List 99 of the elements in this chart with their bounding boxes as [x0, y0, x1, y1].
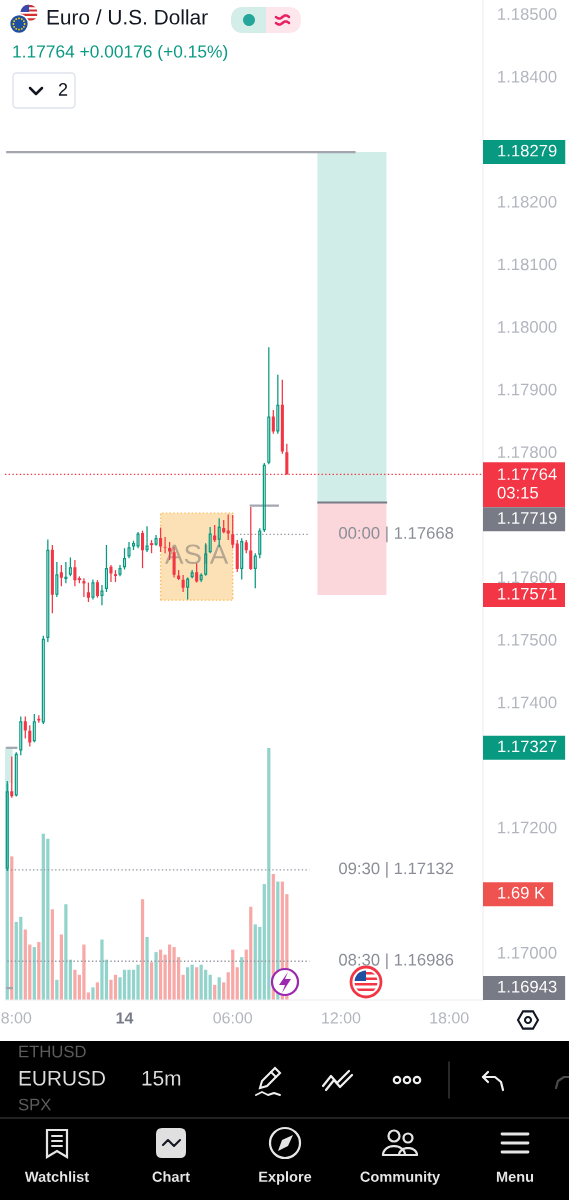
- text: SPX: [18, 1098, 51, 1111]
- text: 1.16943: [498, 980, 557, 993]
- bar: [50, 909, 54, 1000]
- bar: [32, 947, 36, 1000]
- y-tick-label: 1.17200: [498, 821, 557, 834]
- bar: [127, 969, 131, 1000]
- y-tick-label: 1.17800: [498, 446, 557, 459]
- candlestick: [145, 525, 149, 553]
- bar: [91, 987, 95, 1000]
- bar: [240, 957, 244, 1000]
- y-tick-label: 1.18100: [498, 258, 557, 271]
- candlestick: [118, 564, 122, 577]
- bar: [64, 904, 68, 1000]
- text: 1.18279: [498, 144, 557, 157]
- candlestick: [100, 584, 104, 606]
- text: Menu: [496, 1171, 534, 1182]
- bar: [109, 979, 113, 1000]
- text: Watchlist: [24, 1171, 89, 1182]
- bar: [19, 916, 23, 1000]
- y-tick-label: 1.18500: [498, 8, 557, 20]
- bar: [100, 939, 104, 1000]
- candlestick: [104, 544, 109, 593]
- bar: [59, 934, 63, 1000]
- candlestick: [163, 536, 167, 554]
- y-tick-label: 1.17600: [498, 571, 557, 584]
- x-tick-label: 12:00: [322, 1012, 361, 1024]
- candlestick: [109, 564, 113, 583]
- x-tick-label: 18:00: [430, 1012, 469, 1024]
- text: Explore: [259, 1171, 312, 1185]
- x-tick-label: 14: [116, 1012, 134, 1024]
- y-tick-label: 1.18200: [498, 195, 557, 208]
- candlestick: [271, 409, 275, 435]
- ref-line-label: 1.17764 03:15: [497, 468, 557, 499]
- candlestick: [127, 541, 131, 559]
- candlestick: [276, 374, 280, 435]
- x-tick-label: 06:00: [213, 1012, 253, 1024]
- candlestick: [249, 506, 253, 571]
- candlestick: [82, 577, 86, 598]
- bar: [73, 969, 77, 1000]
- candlestick: [23, 715, 27, 740]
- text: 1.17571: [498, 587, 557, 600]
- candlestick: [86, 581, 90, 603]
- bar: [249, 906, 253, 1000]
- y-tick-label: 1.18000: [498, 321, 557, 333]
- y-tick-label: 1.18400: [498, 70, 557, 83]
- bar: [140, 899, 145, 1000]
- bar: [37, 942, 41, 1000]
- annotation: 08:30 | 1.16986: [339, 953, 454, 970]
- bar: [23, 929, 27, 1000]
- y-tick-label: 1.17500: [498, 633, 557, 646]
- candlestick: [253, 552, 257, 589]
- candlestick: [190, 569, 194, 579]
- text: Chart: [152, 1171, 190, 1182]
- text: ETHUSD: [19, 1045, 86, 1058]
- bar: [154, 952, 158, 1000]
- bar: [46, 838, 50, 1000]
- bar: [82, 944, 86, 1000]
- x-tick-label: 8:00: [1, 1012, 32, 1024]
- candlestick: [28, 724, 32, 748]
- y-tick-label: 1.17900: [498, 383, 557, 396]
- bar: [235, 967, 239, 1000]
- bar: [186, 967, 190, 1000]
- annotation: 09:30 | 1.17132: [339, 862, 454, 878]
- candlestick: [136, 531, 140, 549]
- bar: [41, 833, 45, 1000]
- bar: [145, 937, 149, 1000]
- text: 1.17719: [498, 512, 557, 524]
- bar: [258, 926, 262, 1000]
- y-tick-label: 1.17000: [498, 946, 557, 959]
- candlestick: [195, 562, 199, 584]
- text: 1.17764 +0.00176 (+0.15%): [13, 44, 228, 62]
- candlestick: [91, 578, 95, 601]
- candlestick: [267, 346, 271, 465]
- text: 1.69 K: [498, 886, 545, 899]
- candlestick: [226, 513, 230, 541]
- text: 1.17327: [498, 740, 557, 753]
- bar: [253, 924, 257, 1000]
- annotation: 2: [58, 83, 68, 96]
- candlestick: [159, 526, 163, 553]
- candlestick: [59, 564, 63, 587]
- text: Community: [360, 1171, 441, 1185]
- candlestick: [140, 530, 145, 569]
- candlestick: [55, 561, 59, 598]
- bar: [136, 964, 140, 1000]
- bar: [14, 921, 18, 1000]
- text: 15m: [142, 1071, 181, 1086]
- bar: [149, 962, 154, 1000]
- chart-title: Euro / U.S. Dollar: [47, 9, 208, 25]
- bar: [195, 967, 199, 1000]
- candlestick: [73, 559, 77, 587]
- candlestick: [154, 534, 158, 547]
- candlestick: [10, 755, 14, 799]
- bar: [172, 947, 176, 1000]
- y-tick-label: 1.17400: [498, 696, 557, 709]
- candlestick: [231, 514, 235, 549]
- bar: [267, 748, 271, 1000]
- text: EURUSD: [19, 1070, 105, 1086]
- bar: [10, 856, 14, 1000]
- annotation: 00:00 | 1.17668: [339, 526, 454, 543]
